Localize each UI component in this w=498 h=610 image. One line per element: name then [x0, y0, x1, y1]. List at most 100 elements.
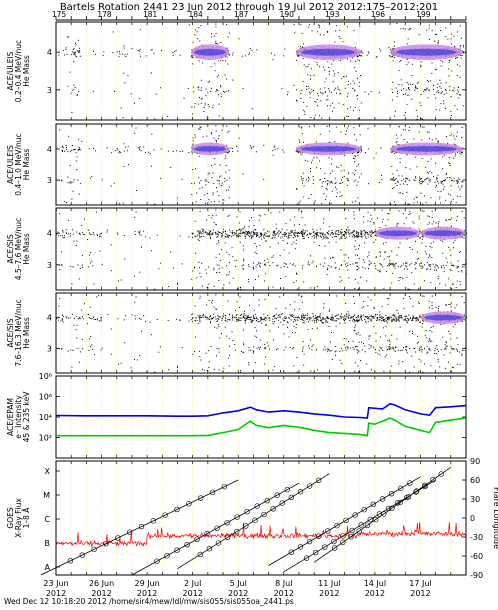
data-point [427, 215, 429, 217]
data-point [115, 150, 117, 152]
data-point [208, 181, 210, 183]
data-point [334, 232, 336, 234]
data-point [335, 350, 337, 352]
data-point [292, 316, 294, 318]
data-point [375, 349, 377, 351]
data-point [335, 354, 337, 356]
data-point [205, 184, 207, 186]
data-point [172, 52, 174, 54]
data-point [252, 146, 254, 148]
data-point [251, 231, 253, 233]
data-point [354, 234, 356, 236]
panel-frame [55, 123, 467, 206]
data-point [409, 28, 411, 30]
data-point [320, 321, 322, 323]
data-point [440, 180, 442, 182]
data-point [445, 199, 447, 201]
data-point [302, 264, 304, 266]
data-point [283, 262, 285, 264]
data-point [82, 266, 84, 268]
data-point [308, 178, 310, 180]
data-point [93, 234, 95, 236]
data-point [316, 232, 318, 234]
data-point [347, 93, 349, 95]
data-point [191, 193, 193, 195]
data-point [406, 238, 408, 240]
data-point [427, 81, 429, 83]
data-point [224, 235, 226, 237]
data-point [93, 283, 95, 285]
data-point [420, 262, 422, 264]
data-point [328, 348, 330, 350]
data-point [334, 315, 336, 317]
data-point [419, 315, 421, 317]
data-point [366, 233, 368, 235]
data-point [395, 142, 397, 144]
data-point [399, 183, 401, 185]
data-point [296, 288, 298, 290]
data-point [368, 234, 370, 236]
doy-tick-label: 199 [416, 10, 431, 19]
data-point [390, 55, 392, 57]
data-point [69, 164, 71, 166]
data-point [67, 317, 69, 319]
data-point [66, 232, 68, 234]
data-point [352, 172, 354, 174]
data-point [459, 188, 461, 190]
data-point [200, 232, 202, 234]
data-point [194, 34, 196, 36]
data-point [212, 104, 214, 106]
data-point [366, 232, 368, 234]
data-point [70, 349, 72, 351]
data-point [314, 314, 316, 316]
data-point [456, 131, 458, 133]
data-point [329, 173, 331, 175]
doy-tick-label: 196 [371, 10, 386, 19]
data-point [406, 184, 408, 186]
data-point [450, 225, 452, 227]
data-point [325, 198, 327, 200]
data-point [415, 109, 417, 111]
data-point [234, 317, 236, 319]
data-point [419, 102, 421, 104]
data-point [194, 136, 196, 138]
data-point [248, 220, 250, 222]
data-point [398, 175, 400, 177]
data-point [90, 177, 92, 179]
data-point [356, 349, 358, 351]
data-point [183, 97, 185, 99]
data-point [237, 234, 239, 236]
data-point [325, 321, 327, 323]
data-point [93, 318, 95, 320]
data-point [216, 76, 218, 78]
data-point [302, 346, 304, 348]
data-point [304, 224, 306, 226]
data-point [422, 203, 424, 205]
data-point [258, 261, 260, 263]
data-point [374, 263, 376, 265]
data-point [264, 264, 266, 266]
data-point [292, 332, 294, 334]
data-point [311, 328, 313, 330]
data-point [357, 365, 359, 367]
data-point [207, 103, 209, 105]
data-point [358, 54, 360, 56]
data-point [449, 268, 451, 270]
data-point [411, 330, 413, 332]
data-point [302, 57, 304, 59]
data-point [354, 240, 356, 242]
data-point [226, 23, 228, 25]
data-point [253, 318, 255, 320]
data-point [453, 143, 455, 145]
data-point [242, 249, 244, 251]
data-point [391, 88, 393, 90]
data-point [412, 248, 414, 250]
data-point [78, 193, 80, 195]
data-point [407, 288, 409, 290]
data-point [244, 317, 246, 319]
data-point [229, 229, 231, 231]
data-point [328, 226, 330, 228]
data-point [145, 55, 147, 57]
data-point [333, 89, 335, 91]
data-point [365, 232, 367, 234]
